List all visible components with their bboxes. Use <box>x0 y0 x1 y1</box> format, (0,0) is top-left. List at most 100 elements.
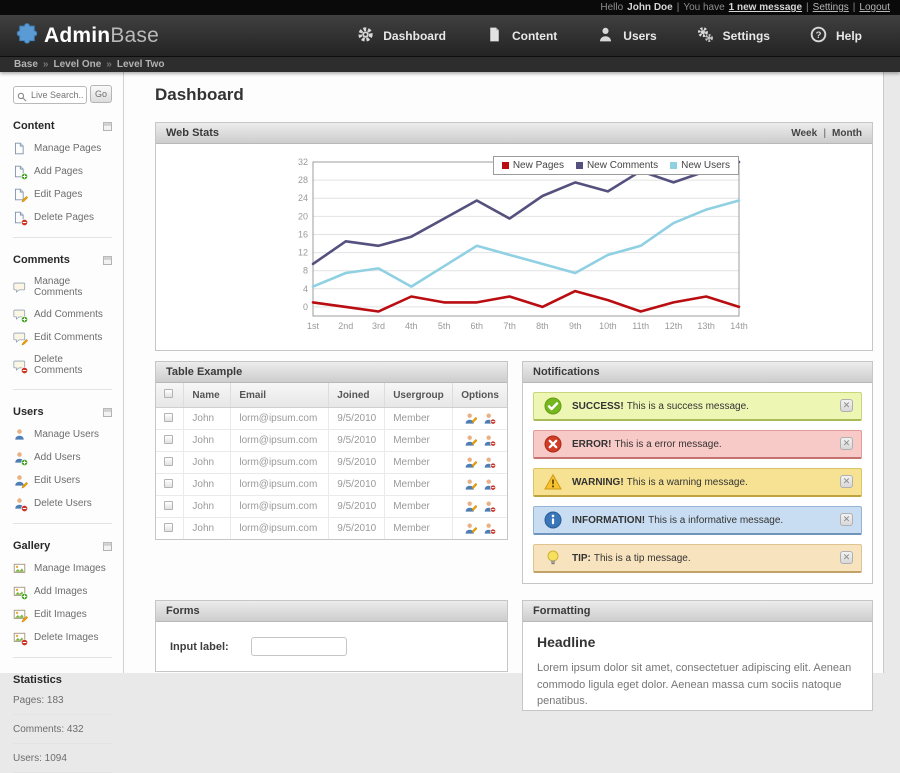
sidebar-item-edit-comments[interactable]: Edit Comments <box>13 331 112 346</box>
delete-user-icon[interactable] <box>483 434 497 447</box>
notification-success: SUCCESS! This is a success message. ✕ <box>533 392 862 421</box>
nav-item-users[interactable]: Users <box>597 26 657 46</box>
close-icon[interactable]: ✕ <box>840 513 853 526</box>
nav-item-dashboard[interactable]: Dashboard <box>357 26 446 46</box>
notifications-panel: Notifications SUCCESS! This is a success … <box>522 361 873 584</box>
legend-item: New Users <box>670 160 730 171</box>
cell-email: lorm@ipsum.com <box>230 495 330 518</box>
delete-user-icon[interactable] <box>483 412 497 425</box>
sidebar-item-add-images[interactable]: Add Images <box>13 585 112 600</box>
svg-text:24: 24 <box>298 193 308 203</box>
sidebar-item-add-pages[interactable]: Add Pages <box>13 165 112 180</box>
sidebar-item-delete-images[interactable]: Delete Images <box>13 631 112 646</box>
edit-user-icon[interactable] <box>464 500 478 513</box>
form-text-input[interactable] <box>251 637 347 656</box>
svg-text:8: 8 <box>303 266 308 276</box>
delete-user-icon[interactable] <box>483 522 497 535</box>
cell-name: John <box>183 473 232 496</box>
close-icon[interactable]: ✕ <box>840 475 853 488</box>
sidebar-item-add-comments[interactable]: Add Comments <box>13 308 112 323</box>
edit-user-icon[interactable] <box>464 522 478 535</box>
table-header-options: Options <box>452 383 507 408</box>
sidebar-item-manage-comments[interactable]: Manage Comments <box>13 276 112 298</box>
edit-user-icon[interactable] <box>464 456 478 469</box>
logout-link[interactable]: Logout <box>859 2 890 13</box>
table-row: John lorm@ipsum.com 9/5/2010 Member <box>156 495 507 518</box>
delete-user-icon[interactable] <box>483 456 497 469</box>
range-link-month[interactable]: Month <box>832 127 862 139</box>
delete-user-icon[interactable] <box>483 478 497 491</box>
cell-joined: 9/5/2010 <box>328 407 386 430</box>
range-link-week[interactable]: Week <box>791 127 818 139</box>
row-checkbox[interactable] <box>164 478 173 488</box>
edit-user-icon[interactable] <box>464 412 478 425</box>
nav-item-settings[interactable]: Settings <box>697 26 770 46</box>
collapse-icon[interactable] <box>103 121 112 131</box>
badge-add-icon <box>21 459 28 466</box>
close-icon[interactable]: ✕ <box>840 399 853 412</box>
search-input[interactable] <box>13 86 87 104</box>
close-icon[interactable]: ✕ <box>840 437 853 450</box>
settings-link[interactable]: Settings <box>812 2 849 13</box>
search-icon <box>17 89 27 107</box>
collapse-icon[interactable] <box>103 407 112 417</box>
edit-user-icon[interactable] <box>464 434 478 447</box>
row-checkbox[interactable] <box>164 412 173 422</box>
row-checkbox[interactable] <box>164 434 173 444</box>
topbar: Hello John Doe | You have 1 new message … <box>0 0 900 15</box>
image-icon <box>13 562 26 575</box>
gears-icon <box>697 26 714 46</box>
cell-usergroup: Member <box>384 495 454 518</box>
person-icon <box>597 26 614 46</box>
search-go-button[interactable]: Go <box>90 85 112 103</box>
sidebar-item-manage-pages[interactable]: Manage Pages <box>13 142 112 155</box>
breadcrumb-item[interactable]: Base <box>14 59 38 70</box>
panel-title: Forms <box>166 605 200 617</box>
comment-icon <box>13 359 28 374</box>
formatting-headline: Headline <box>537 634 596 650</box>
breadcrumb-item[interactable]: Level Two <box>116 59 165 70</box>
table-example-panel: Table Example Name Email Joined Usergroup Op… <box>155 361 508 540</box>
row-checkbox[interactable] <box>164 456 173 466</box>
cell-name: John <box>183 407 232 430</box>
collapse-icon[interactable] <box>103 255 112 265</box>
divider <box>13 389 112 390</box>
notification-error: ERROR! This is a error message. ✕ <box>533 430 862 459</box>
collapse-icon[interactable] <box>103 541 112 551</box>
sidebar-item-delete-comments[interactable]: Delete Comments <box>13 354 112 376</box>
sidebar-item-add-users[interactable]: Add Users <box>13 451 112 466</box>
greeting-text: Hello <box>600 2 624 13</box>
input-label: Input label: <box>170 640 229 653</box>
nav-item-content[interactable]: Content <box>486 26 557 46</box>
divider <box>13 523 112 524</box>
table-header-joined: Joined <box>328 383 386 408</box>
edit-user-icon[interactable] <box>464 478 478 491</box>
image-icon <box>13 585 28 600</box>
badge-add-icon <box>21 316 28 323</box>
sidebar-item-manage-users[interactable]: Manage Users <box>13 428 112 441</box>
chart-legend: New Pages New Comments New Users <box>492 156 739 175</box>
row-checkbox[interactable] <box>164 500 173 510</box>
select-all-checkbox[interactable] <box>164 389 173 398</box>
comment-icon <box>13 281 26 294</box>
app-logo[interactable]: AdminBase <box>16 22 159 49</box>
breadcrumb-item[interactable]: Level One <box>53 59 102 70</box>
range-separator: | <box>823 127 826 139</box>
user-icon <box>13 428 26 441</box>
cell-email: lorm@ipsum.com <box>230 407 330 430</box>
nav-item-help[interactable]: ? Help <box>810 26 862 46</box>
delete-user-icon[interactable] <box>483 500 497 513</box>
table-header-usergroup: Usergroup <box>384 383 454 408</box>
sidebar-item-delete-pages[interactable]: Delete Pages <box>13 211 112 226</box>
sidebar-section-gallery: Gallery Manage Images Add Images Edit Im… <box>13 540 112 658</box>
close-icon[interactable]: ✕ <box>840 551 853 564</box>
sidebar-item-delete-users[interactable]: Delete Users <box>13 497 112 512</box>
sidebar-item-manage-images[interactable]: Manage Images <box>13 562 112 575</box>
sidebar-item-edit-users[interactable]: Edit Users <box>13 474 112 489</box>
row-checkbox[interactable] <box>164 522 173 532</box>
new-message-link[interactable]: 1 new message <box>728 2 803 13</box>
notification-text: TIP: This is a tip message. <box>572 552 691 564</box>
sidebar-item-edit-images[interactable]: Edit Images <box>13 608 112 623</box>
sidebar-item-edit-pages[interactable]: Edit Pages <box>13 188 112 203</box>
svg-text:7th: 7th <box>503 321 516 331</box>
